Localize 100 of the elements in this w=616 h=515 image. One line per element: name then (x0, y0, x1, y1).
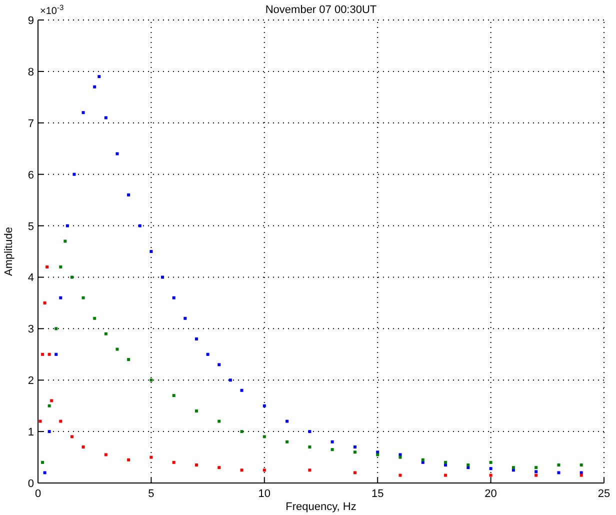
point (286, 420, 289, 423)
x-tick-label: 25 (598, 488, 610, 500)
text: ×10$^{-3}$ (40, 2, 64, 17)
chart-title: November 07 00:30UT (265, 4, 377, 16)
point (376, 453, 380, 456)
point (240, 468, 244, 472)
point (308, 445, 312, 448)
x-tick-label: 5 (148, 488, 154, 500)
point (127, 193, 130, 196)
point (127, 458, 130, 462)
y-tick-label: 5 (28, 220, 34, 233)
point (93, 85, 96, 88)
point (534, 470, 538, 474)
point (398, 474, 402, 477)
point (534, 474, 538, 477)
point (444, 474, 448, 477)
point (43, 301, 46, 304)
point (398, 456, 402, 459)
point (172, 394, 176, 398)
point (104, 116, 108, 120)
point (38, 420, 42, 423)
point (262, 404, 266, 408)
point (59, 265, 62, 268)
point (59, 296, 62, 300)
x-tick-label: 15 (371, 488, 384, 500)
point (116, 152, 119, 156)
point (98, 75, 101, 78)
point (353, 445, 356, 448)
point (330, 448, 334, 452)
point (184, 316, 187, 320)
point (330, 440, 334, 444)
y-tick-label: 7 (28, 118, 34, 130)
point (218, 363, 221, 366)
point (308, 468, 312, 472)
point (138, 224, 142, 228)
point (580, 471, 583, 474)
y-tick-label: 8 (28, 66, 34, 78)
y-tick-label: 0 (28, 478, 34, 490)
point (489, 474, 492, 477)
y-tick-label: 9 (28, 15, 34, 27)
point (50, 399, 54, 402)
x-axis-title: Frequency, Hz (286, 501, 356, 513)
point (48, 404, 51, 408)
point (116, 348, 119, 351)
point (59, 420, 62, 423)
point (308, 430, 312, 434)
point (398, 453, 402, 456)
y-tick-label: 4 (28, 272, 34, 284)
point (54, 352, 58, 356)
point (70, 276, 74, 279)
y-tick-label: 6 (28, 169, 34, 182)
point (262, 468, 266, 472)
point (104, 332, 108, 336)
point (218, 466, 221, 470)
point (262, 435, 266, 438)
point (150, 456, 153, 459)
point (66, 224, 69, 228)
y-tick-label: 2 (28, 375, 34, 388)
point (64, 240, 67, 243)
point (557, 471, 560, 474)
point (421, 458, 424, 462)
point (48, 352, 51, 356)
point (444, 460, 448, 464)
point (48, 430, 51, 434)
point (286, 440, 289, 444)
point (240, 430, 244, 434)
point (127, 358, 130, 362)
point (206, 352, 210, 356)
point (194, 409, 198, 412)
point (41, 460, 44, 464)
x-tick-label: 20 (484, 488, 497, 500)
y-tick-label: 1 (28, 426, 34, 439)
point (353, 450, 356, 454)
point (172, 296, 176, 300)
point (466, 463, 470, 466)
y-axis-title: Amplitude (3, 227, 15, 276)
point (218, 420, 221, 423)
point (228, 378, 232, 382)
point (104, 453, 108, 456)
point (150, 378, 153, 382)
point (43, 471, 46, 474)
point (150, 250, 153, 253)
point (70, 435, 74, 438)
point (240, 388, 244, 392)
point (512, 466, 515, 470)
point (46, 265, 49, 268)
point (82, 445, 85, 448)
point (489, 467, 492, 470)
point (54, 327, 58, 330)
point (353, 471, 356, 474)
point (72, 172, 76, 176)
point (557, 463, 560, 466)
point (41, 352, 44, 356)
point (580, 474, 583, 477)
point (534, 466, 538, 470)
x-tick-label: 10 (258, 488, 271, 500)
point (172, 460, 176, 464)
point (93, 316, 96, 320)
point (194, 337, 198, 340)
point (580, 463, 583, 466)
